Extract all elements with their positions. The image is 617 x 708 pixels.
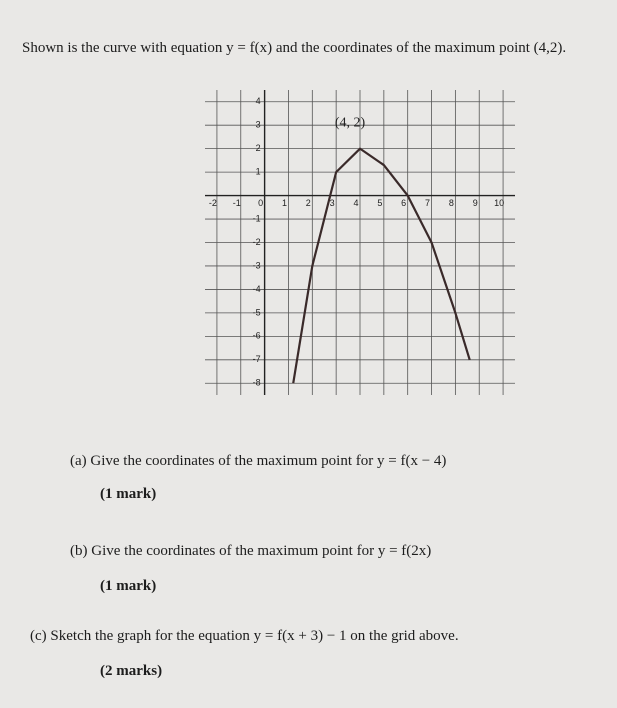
y-tick-label: -5 xyxy=(253,307,261,317)
max-point-annotation: (4, 2) xyxy=(335,116,366,131)
part-c-question: (c) Sketch the graph for the equation y … xyxy=(30,628,459,644)
x-tick-label: 3 xyxy=(330,198,335,208)
x-tick-label: 0 xyxy=(258,198,263,208)
x-tick-label: 10 xyxy=(494,198,504,208)
x-tick-label: 7 xyxy=(425,198,430,208)
part-b-question: (b) Give the coordinates of the maximum … xyxy=(70,543,431,559)
part-a-marks: (1 mark) xyxy=(100,486,156,502)
y-tick-label: -2 xyxy=(253,237,261,247)
x-tick-label: 6 xyxy=(401,198,406,208)
y-tick-label: 3 xyxy=(256,120,261,130)
x-tick-label: 4 xyxy=(353,198,358,208)
y-tick-label: -1 xyxy=(253,213,261,223)
x-tick-label: -2 xyxy=(209,198,217,208)
y-tick-label: -7 xyxy=(253,354,261,364)
x-tick-label: 9 xyxy=(473,198,478,208)
x-tick-label: 2 xyxy=(306,198,311,208)
y-tick-label: 2 xyxy=(256,143,261,153)
y-tick-label: 1 xyxy=(256,166,261,176)
x-tick-label: 5 xyxy=(377,198,382,208)
x-tick-label: 1 xyxy=(282,198,287,208)
y-tick-label: -3 xyxy=(253,260,261,270)
y-tick-label: 4 xyxy=(256,96,261,106)
x-tick-label: -1 xyxy=(233,198,241,208)
intro-text: Shown is the curve with equation y = f(x… xyxy=(22,40,566,56)
part-b-marks: (1 mark) xyxy=(100,578,156,594)
y-tick-label: -6 xyxy=(253,331,261,341)
part-a-question: (a) Give the coordinates of the maximum … xyxy=(70,453,446,469)
part-c-marks: (2 marks) xyxy=(100,663,162,679)
x-tick-label: 8 xyxy=(449,198,454,208)
y-tick-label: -8 xyxy=(253,378,261,388)
y-tick-label: -4 xyxy=(253,284,261,294)
curve xyxy=(292,147,471,384)
